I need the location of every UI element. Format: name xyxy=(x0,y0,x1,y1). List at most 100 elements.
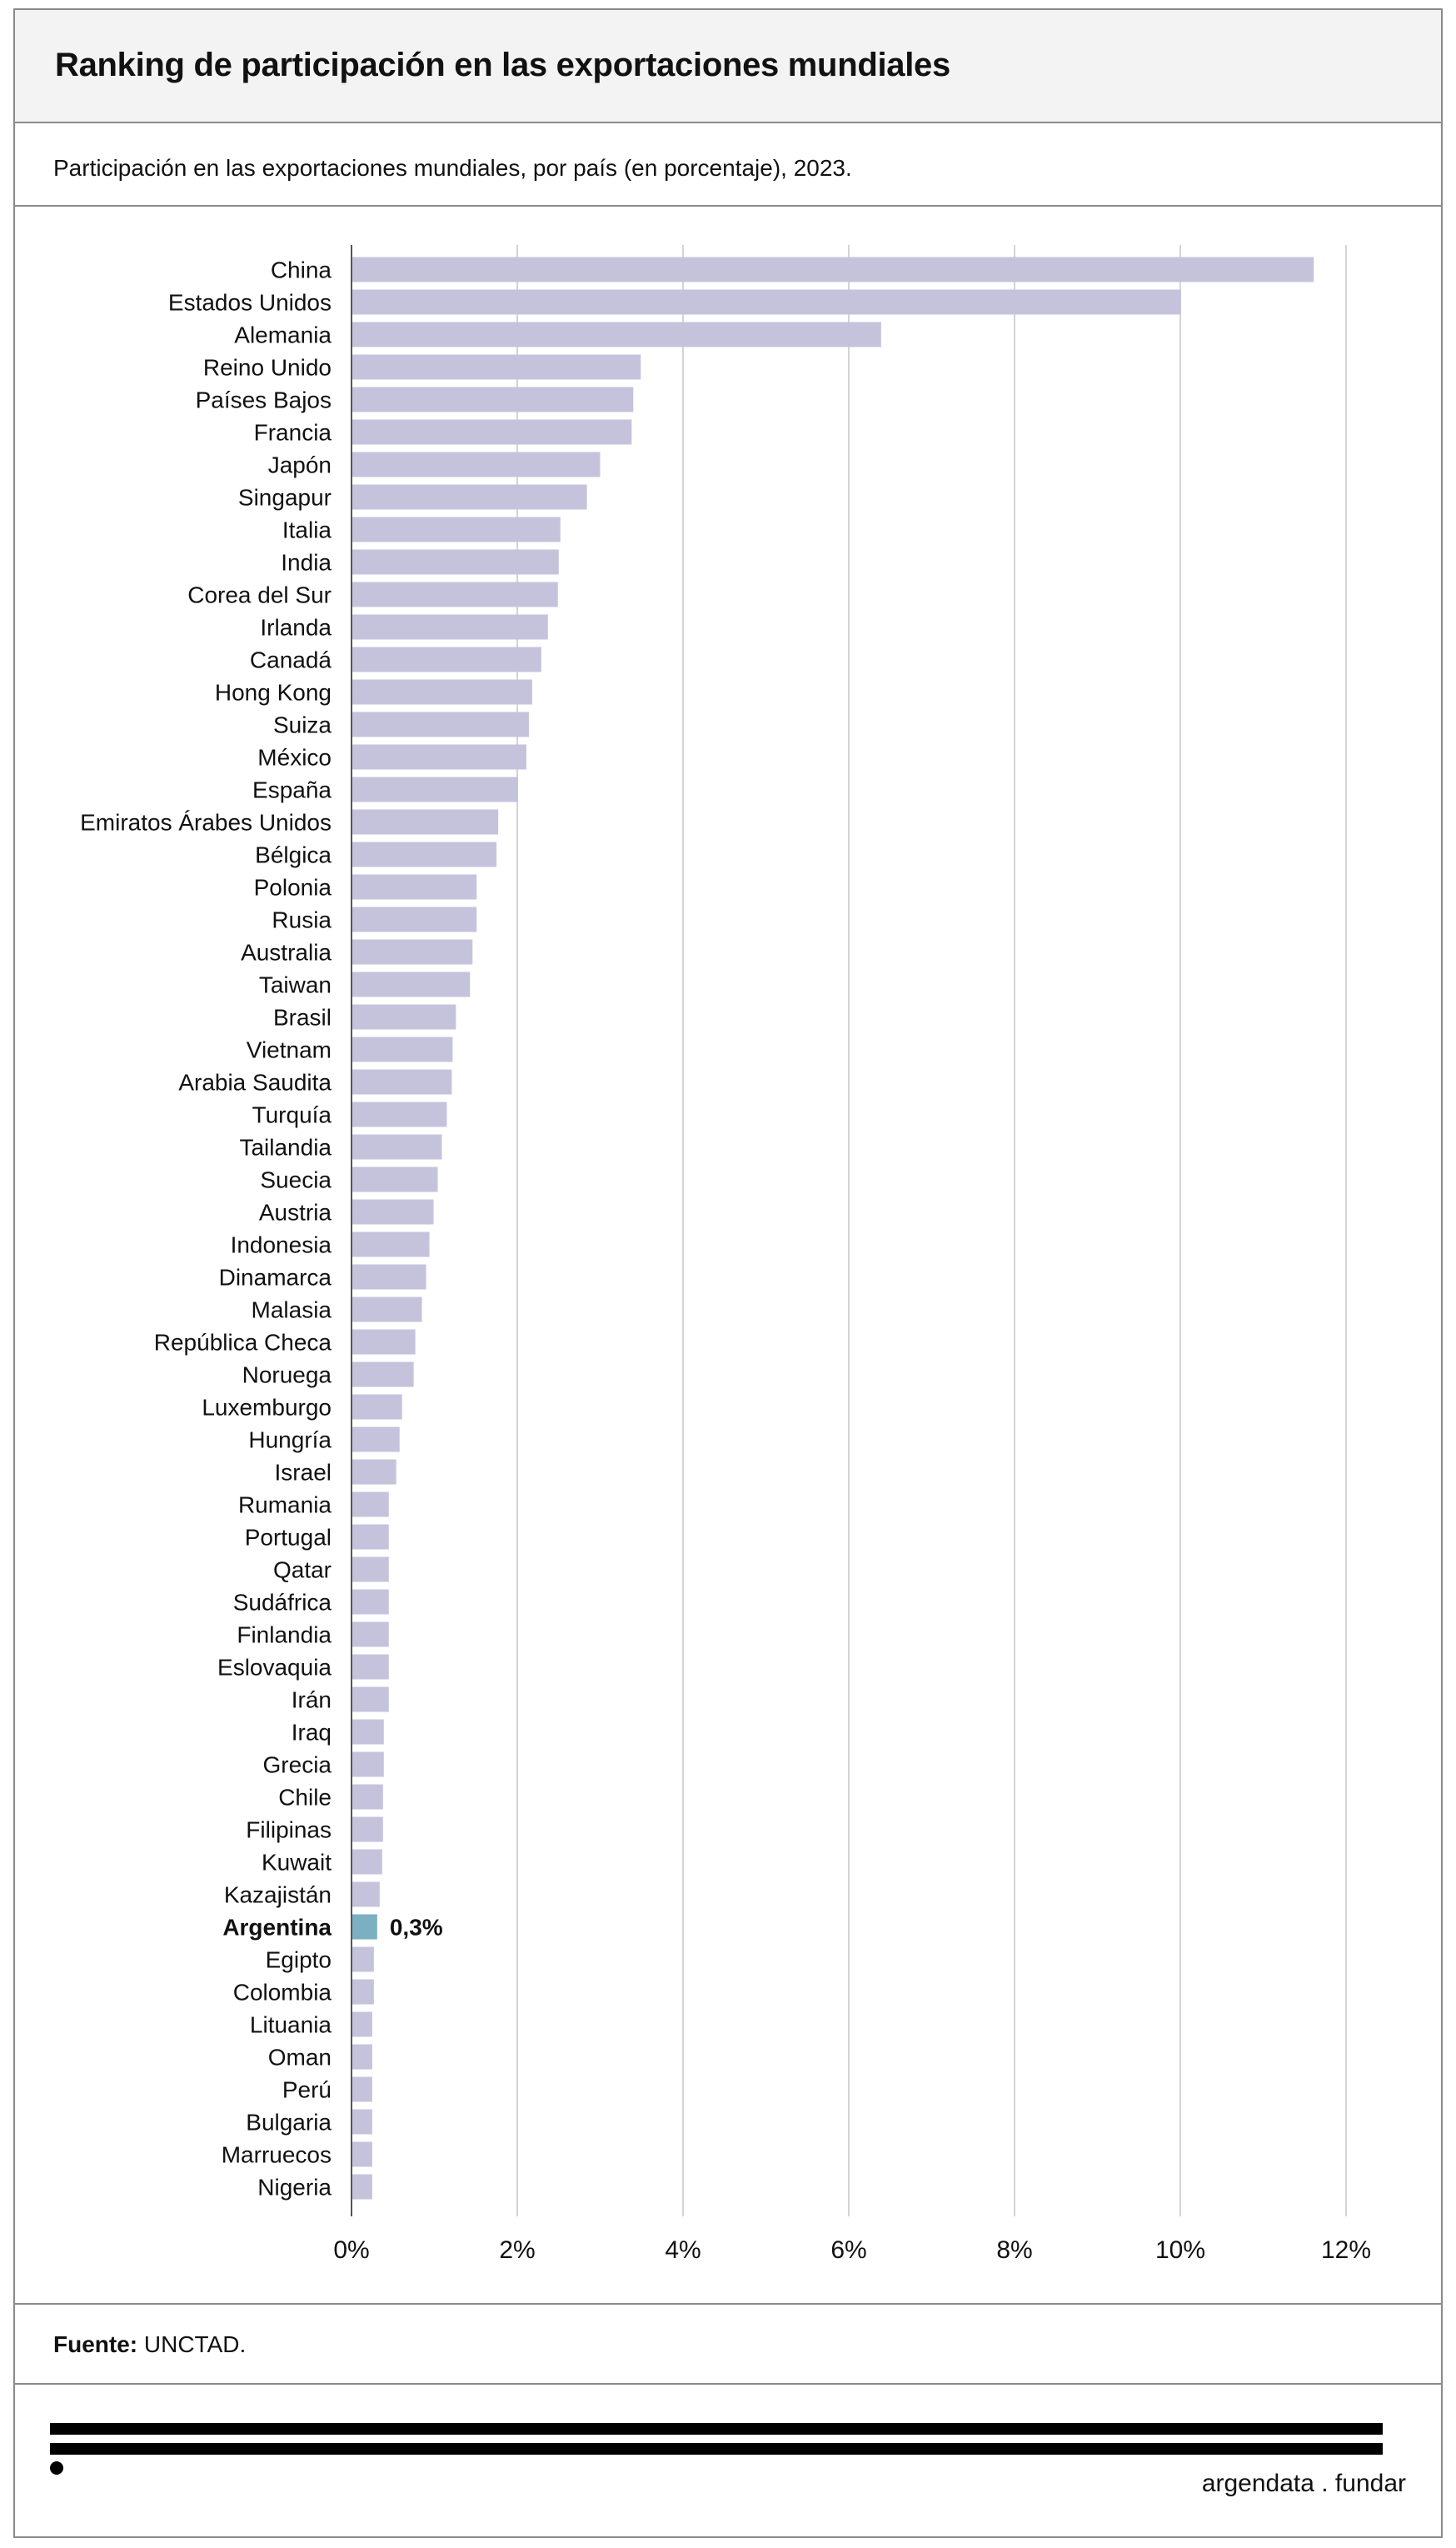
category-label: Hong Kong xyxy=(215,680,332,706)
footer-dot xyxy=(50,2461,63,2475)
category-label: Kuwait xyxy=(262,1850,332,1876)
category-label: Vietnam xyxy=(247,1037,332,1063)
category-label: Qatar xyxy=(273,1557,332,1583)
source-note: Fuente: UNCTAD. xyxy=(53,2331,246,2358)
x-tick-label: 4% xyxy=(665,2236,701,2264)
bar xyxy=(352,679,532,705)
category-label: Marruecos xyxy=(222,2142,332,2168)
bar xyxy=(352,1491,389,1517)
bar xyxy=(352,1524,389,1550)
category-label: Lituania xyxy=(250,2012,332,2038)
category-label: Indonesia xyxy=(231,1232,332,1258)
bar xyxy=(352,1232,430,1257)
footer-rule-bottom xyxy=(50,2443,1383,2455)
category-label: Italia xyxy=(282,517,332,543)
category-label: China xyxy=(271,257,332,283)
x-tick-label: 10% xyxy=(1155,2236,1205,2264)
category-label: Estados Unidos xyxy=(168,290,332,316)
category-label: Corea del Sur xyxy=(187,582,332,608)
bar xyxy=(352,1264,426,1290)
subtitle-bar: Participación en las exportaciones mundi… xyxy=(15,123,1441,207)
x-tick-label: 6% xyxy=(830,2236,866,2264)
category-label: Austria xyxy=(259,1200,332,1226)
bar xyxy=(352,257,1314,282)
category-label: Eslovaquia xyxy=(217,1655,332,1681)
category-label: Reino Unido xyxy=(203,355,332,381)
bar xyxy=(352,1589,389,1615)
category-label: Taiwan xyxy=(259,972,332,998)
bar xyxy=(352,2109,372,2135)
category-label: Hungría xyxy=(248,1427,332,1453)
category-label: Israel xyxy=(275,1460,332,1486)
category-label: Japón xyxy=(268,452,332,478)
bar xyxy=(352,842,497,867)
category-label: Chile xyxy=(278,1785,332,1811)
bar xyxy=(352,1556,389,1582)
category-label: Países Bajos xyxy=(196,387,332,413)
category-label: Finlandia xyxy=(237,1622,332,1648)
bar xyxy=(352,289,1181,315)
category-label: Bulgaria xyxy=(246,2110,332,2136)
category-label: Polonia xyxy=(254,875,332,901)
category-label: México xyxy=(257,745,332,771)
category-label: Bélgica xyxy=(255,842,332,868)
category-label: Francia xyxy=(254,420,332,446)
bar xyxy=(352,2141,372,2167)
bar xyxy=(352,2044,372,2070)
bar xyxy=(352,1167,438,1192)
x-tick-label: 2% xyxy=(499,2236,535,2264)
category-label: Dinamarca xyxy=(219,1265,332,1291)
bar xyxy=(352,1426,400,1452)
bar xyxy=(352,1361,414,1387)
bar xyxy=(352,1102,447,1127)
category-label: Oman xyxy=(268,2045,332,2071)
bar xyxy=(352,647,541,672)
category-label: Alemania xyxy=(234,322,332,348)
bar xyxy=(352,972,471,997)
category-label: Iraq xyxy=(292,1720,332,1746)
bar xyxy=(352,1751,384,1777)
bar xyxy=(352,322,881,347)
bar xyxy=(352,1004,456,1030)
data-label: 0,3% xyxy=(390,1915,443,1941)
bar xyxy=(352,1946,374,1972)
bar xyxy=(352,1719,384,1745)
bar xyxy=(352,1654,389,1680)
brand-logo-text: argendata . fundar xyxy=(1201,2470,1406,2497)
bar xyxy=(352,1881,380,1907)
category-label: Australia xyxy=(241,940,332,966)
bar xyxy=(352,1394,402,1420)
category-label: Canadá xyxy=(250,647,332,673)
bar xyxy=(352,874,477,900)
source-label: Fuente: xyxy=(53,2331,138,2357)
category-label: Singapur xyxy=(238,485,332,511)
bar xyxy=(352,1816,383,1842)
category-label: Sudáfrica xyxy=(233,1590,332,1616)
chart-subtitle: Participación en las exportaciones mundi… xyxy=(53,155,852,181)
bar xyxy=(352,387,634,412)
category-label: Malasia xyxy=(252,1297,332,1323)
bar xyxy=(352,1849,382,1875)
source-text: UNCTAD. xyxy=(143,2331,247,2357)
x-tick-label: 12% xyxy=(1321,2236,1371,2264)
bar-chart: China Estados Unidos Alemania Reino Unido Pa… xyxy=(80,245,1371,2264)
bar xyxy=(352,1037,453,1062)
bar xyxy=(352,809,499,835)
category-label: Egipto xyxy=(266,1947,332,1973)
bar xyxy=(352,614,548,640)
bar xyxy=(352,777,518,802)
category-label: Irlanda xyxy=(260,615,332,641)
bar xyxy=(352,484,587,510)
bar xyxy=(352,1686,389,1712)
category-label: Emiratos Árabes Unidos xyxy=(80,810,332,836)
bar xyxy=(352,1069,452,1095)
bar xyxy=(352,582,558,607)
bar xyxy=(352,1329,416,1355)
bar xyxy=(352,1979,374,2005)
category-label: Colombia xyxy=(233,1980,332,2006)
category-label: Noruega xyxy=(242,1362,332,1388)
bar xyxy=(352,2076,372,2102)
category-label: Suecia xyxy=(260,1167,332,1193)
category-label: Tailandia xyxy=(239,1135,332,1161)
title-bar: Ranking de participación en las exportac… xyxy=(15,10,1441,123)
